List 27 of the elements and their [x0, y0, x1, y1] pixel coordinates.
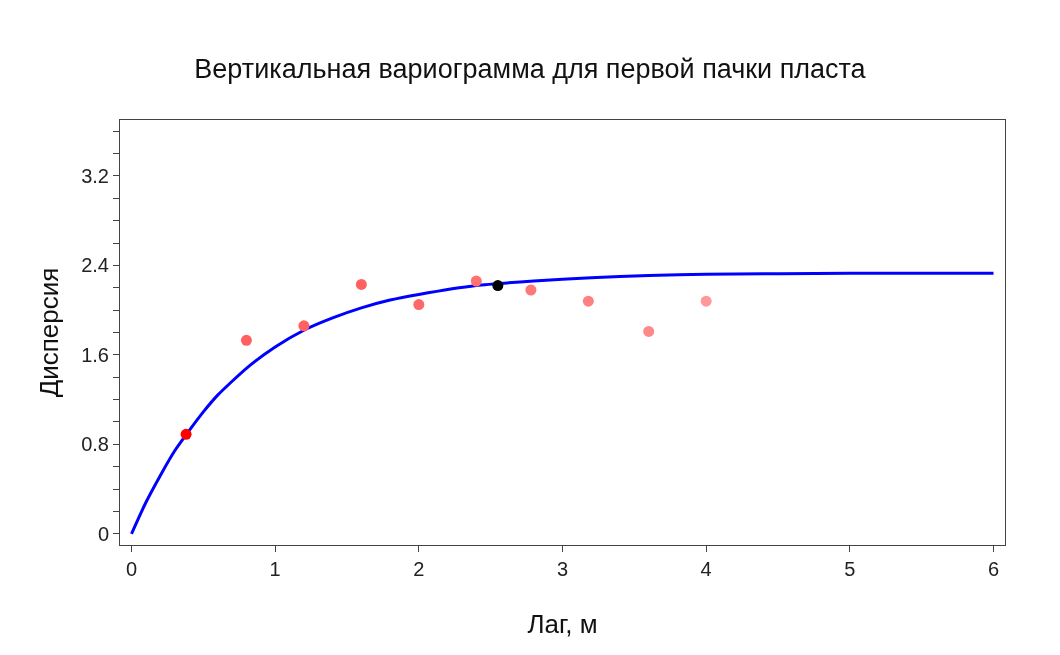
x-axis-title: Лаг, м — [527, 609, 598, 639]
point — [240, 334, 252, 346]
chart-title: Вертикальная вариограмма для первой пачки пласта — [194, 53, 867, 84]
y-axis-title: Дисперсия — [34, 267, 64, 398]
x-tick-label: 6 — [987, 558, 1000, 580]
y-tick-label: 1.6 — [81, 343, 109, 366]
x-tick-label: 3 — [556, 558, 569, 580]
x-tick-label: 2 — [413, 558, 425, 580]
y-tick-label: 2.4 — [81, 254, 109, 277]
point — [525, 284, 537, 296]
point — [413, 299, 425, 311]
y-tick-label: 0.8 — [81, 433, 109, 456]
point — [700, 295, 712, 307]
x-tick-label: 1 — [269, 558, 281, 580]
point — [582, 295, 594, 307]
point — [180, 428, 192, 440]
point — [492, 280, 504, 292]
y-tick-label: 3.2 — [81, 164, 109, 187]
point — [643, 325, 655, 337]
x-tick-label: 4 — [700, 558, 712, 580]
y-tick-label: 0 — [97, 522, 109, 545]
line-series — [129, 271, 996, 536]
x-tick-label: 0 — [125, 558, 138, 580]
x-tick-label: 5 — [844, 558, 856, 580]
point — [355, 278, 367, 290]
point — [470, 275, 482, 287]
point — [298, 320, 310, 332]
